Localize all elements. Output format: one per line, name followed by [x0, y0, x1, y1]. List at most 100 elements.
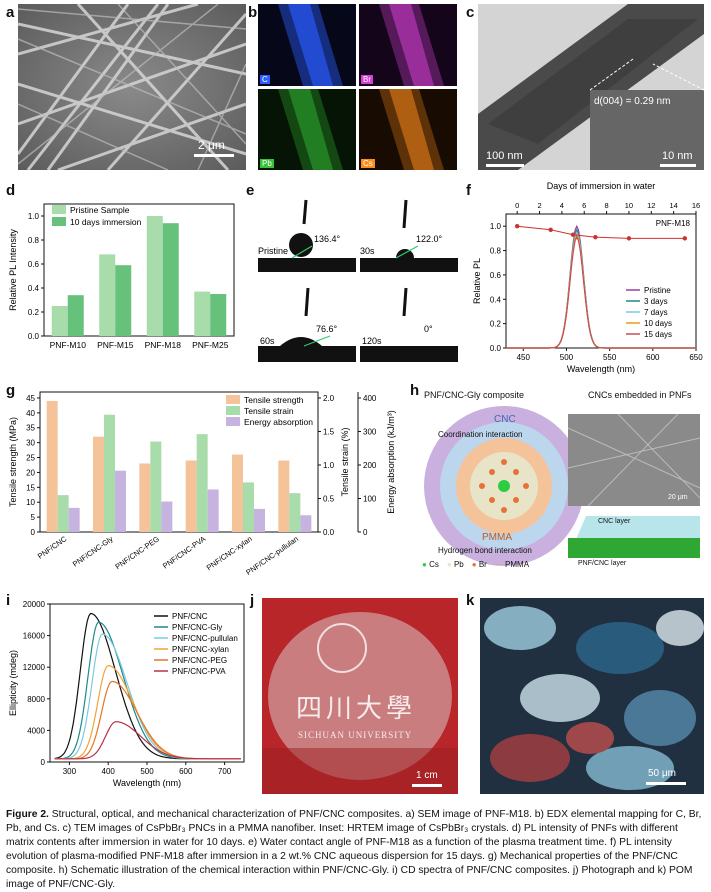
chart-g-bar [57, 495, 69, 532]
chart-g-frame [39, 391, 319, 533]
chart-g-xtick-label: PNF/CNC-PVA [161, 534, 207, 570]
panel-j-label: j [250, 592, 255, 609]
chart-g-legend-label: Tensile strength [244, 395, 304, 405]
embed-scale-label: 20 μm [668, 494, 688, 501]
chart-f-legend-label: 10 days [644, 319, 672, 328]
chart-i-xtick-label: 300 [63, 767, 77, 776]
pom-image: 50 μm [480, 598, 704, 794]
edx-cs-map: Cs [359, 89, 457, 170]
chart-g-bar [68, 507, 80, 532]
chart-f-xtick-label: 600 [646, 353, 660, 362]
chart-g-xtick-label: PNF/CNC-xylan [205, 534, 254, 572]
chart-d-xtick-label: PNF-M18 [145, 340, 182, 350]
hrtem-scale-label: 10 nm [662, 150, 693, 162]
chart-g-ytick-label: 20 [26, 468, 35, 477]
contact-angle-value-60s: 76.6° [316, 324, 338, 334]
chart-d-bar [162, 223, 179, 336]
chart-g-y3tick-label: 0 [363, 528, 368, 537]
contact-time-60s: 60s [260, 336, 275, 346]
chart-f-top-tick-label: 8 [605, 201, 609, 210]
chart-i-legend-label: PNF/CNC-PEG [172, 656, 227, 665]
chart-g-y3tick-label: 400 [363, 394, 377, 403]
chart-f-xlabel: Wavelength (nm) [567, 364, 635, 374]
tem-lattice-annotation: d(004) = 0.29 nm [594, 96, 671, 107]
chart-f-ytick-label: 0.0 [490, 344, 502, 353]
chart-f-ytick-label: 0.6 [490, 271, 502, 280]
chart-f-top-xlabel: Days of immersion in water [547, 181, 656, 191]
contact-time-30s: 30s [360, 246, 375, 256]
chart-g-xtick-label: PNF/CNC-Gly [71, 534, 115, 569]
chart-f-decay-line [517, 225, 685, 239]
chart-g-bar [93, 436, 104, 532]
panel-a-label: a [6, 4, 15, 21]
pnf-layer-label: PNF/CNC layer [578, 560, 627, 567]
hbond-label: Hydrogen bond interaction [438, 546, 532, 555]
chart-i-legend-label: PNF/CNC [172, 612, 208, 621]
panel-c-label: c [466, 4, 475, 21]
chart-g-legend-label: Tensile strain [244, 406, 294, 416]
contact-angle-60s [258, 287, 356, 362]
contact-angle-value-120s: 0° [424, 324, 433, 334]
chart-g-legend-label: Energy absorption [244, 417, 313, 427]
edx-tag-pb: Pb [260, 159, 274, 168]
chart-f-xtick-label: 500 [560, 353, 574, 362]
contact-angle-value-pristine: 136.4° [314, 234, 341, 244]
edx-mapping: C Br Pb Cs [258, 4, 458, 170]
chart-g-bar [185, 460, 197, 532]
chart-f-sample-label: PNF-M18 [656, 219, 691, 228]
chart-i-ytick-label: 4000 [27, 726, 45, 735]
chart-g-bar [115, 470, 126, 532]
edx-tag-br: Br [361, 75, 373, 84]
panel-d-label: d [6, 182, 16, 199]
chart-d-bar [210, 294, 227, 336]
chart-g-y3tick-label: 100 [363, 494, 377, 503]
chart-g-y3tick-label: 300 [363, 427, 377, 436]
chart-i-ytick-label: 0 [41, 758, 46, 767]
chart-d-ytick-label: 0.2 [28, 308, 40, 317]
chart-f-ytick-label: 0.4 [490, 295, 502, 304]
chart-i-xtick-label: 600 [179, 767, 193, 776]
chart-d-bar [99, 254, 116, 336]
edx-pb-map: Pb [258, 89, 356, 170]
tem-scalebar [486, 164, 524, 167]
chart-g-xtick-label: PNF/CNC-PEG [113, 534, 161, 571]
photo-chinese-text: 四川大學 [296, 694, 417, 724]
chart-f-decay-point [514, 223, 520, 229]
chart-f-series-line [506, 235, 696, 349]
chart-g-legend-swatch [226, 395, 240, 404]
chart-f-top-tick-label: 10 [625, 201, 633, 210]
chart-g-ytick-label: 25 [26, 454, 35, 463]
panel-f-label: f [466, 182, 471, 199]
schematic-title: PNF/CNC-Gly composite [424, 390, 525, 400]
chart-g-ytick-label: 30 [26, 439, 35, 448]
chart-g-bar [232, 454, 243, 532]
chart-i-xtick-label: 500 [140, 767, 154, 776]
chart-i-series-line [54, 680, 241, 760]
edx-c-map: C [258, 4, 356, 86]
chart-g-bar [161, 501, 173, 532]
chart-f-top-tick-label: 12 [647, 201, 655, 210]
chart-g-y2tick-label: 1.5 [323, 427, 335, 436]
chart-g-y2tick-label: 0.5 [323, 494, 335, 503]
schematic-drawing [424, 406, 701, 566]
chart-d-bar [115, 265, 132, 336]
chart-g-bar [150, 441, 162, 532]
chart-d-ytick-label: 0.8 [28, 236, 40, 245]
chart-d-ytick-label: 1.0 [28, 212, 40, 221]
chart-f-ylabel: Relative PL [472, 258, 482, 304]
sem-fibers [18, 4, 246, 170]
chart-g-bar [289, 493, 301, 532]
tem-image: d(004) = 0.29 nm 100 nm 10 nm [478, 4, 704, 170]
chart-d-xtick-label: PNF-M10 [50, 340, 87, 350]
chart-i-ytick-label: 8000 [27, 695, 45, 704]
contact-angle-pristine [258, 199, 356, 272]
chart-f-top-tick-label: 2 [537, 201, 541, 210]
chart-g-ytick-label: 15 [26, 483, 35, 492]
caption-text: Structural, optical, and mechanical char… [6, 809, 702, 890]
chart-i-ytick-label: 16000 [23, 632, 46, 641]
chart-g-ytick-label: 35 [26, 424, 35, 433]
chart-d-ytick-label: 0.0 [28, 332, 40, 341]
chart-f-xtick-label: 650 [689, 353, 703, 362]
chart-f-top-tick-label: 4 [560, 201, 564, 210]
